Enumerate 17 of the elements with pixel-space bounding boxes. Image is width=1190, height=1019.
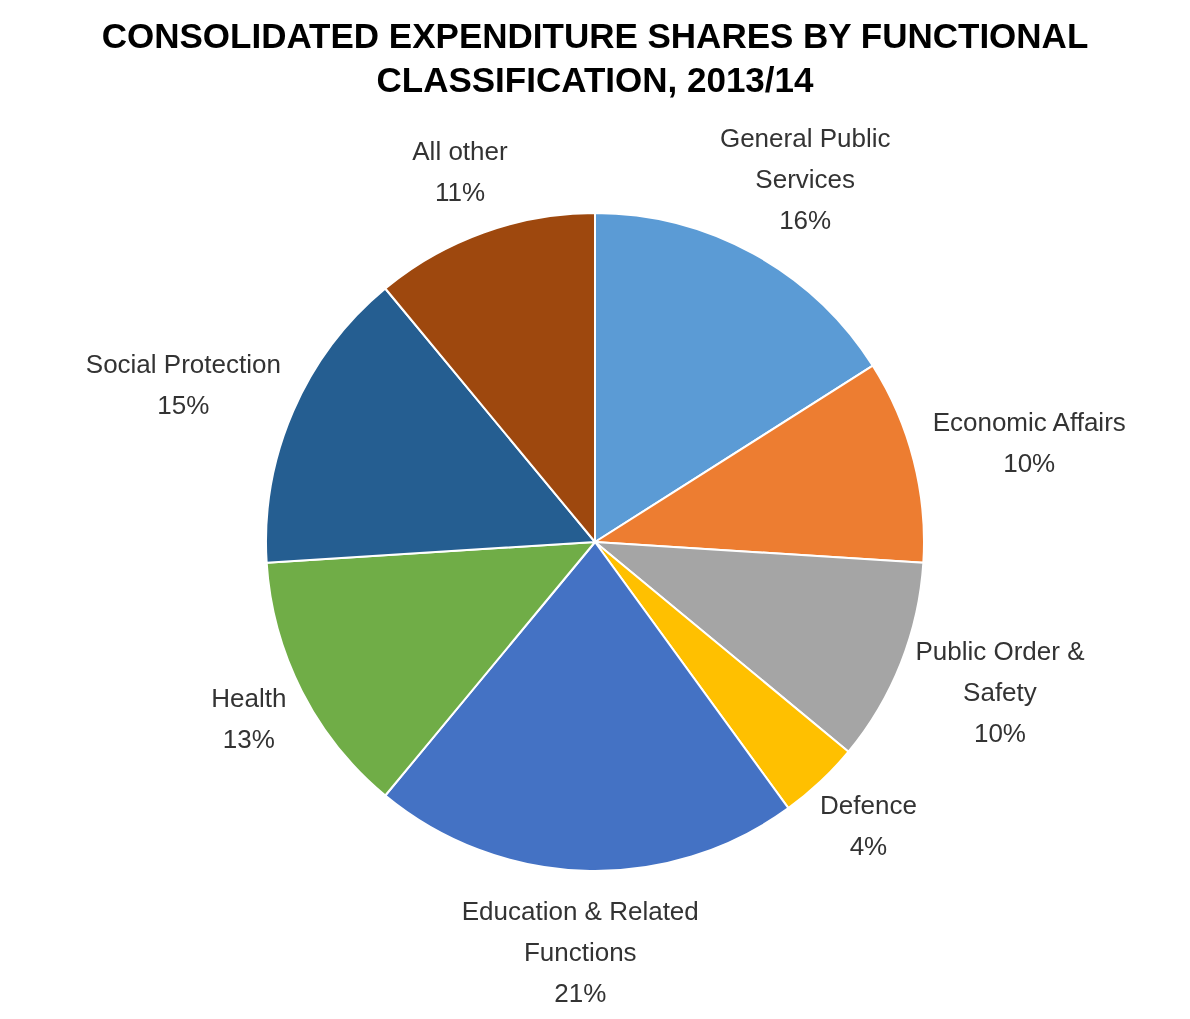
slice-label: Public Order & Safety [915, 636, 1085, 708]
data-label: 21% [554, 978, 607, 1009]
chart-title: CONSOLIDATED EXPENDITURE SHARES BY FUNCTIONAL CLASSIFICATION, 2013/14 [100, 15, 1090, 101]
slice-label: General Public Services [719, 122, 891, 194]
slice-label: Health [211, 682, 287, 713]
slice-label: Education & Related Functions [461, 896, 699, 968]
slice-label: Economic Affairs [932, 407, 1126, 438]
data-label: 15% [157, 389, 210, 420]
data-label: 10% [1003, 448, 1056, 479]
data-label: 16% [779, 204, 832, 235]
data-label: 4% [849, 831, 888, 862]
data-label: 11% [434, 176, 485, 207]
slice-label: All other [412, 135, 508, 166]
slice-label: Social Protection [85, 348, 281, 379]
data-label: 13% [222, 723, 275, 754]
data-label: 10% [973, 718, 1026, 749]
slice-label: Defence [820, 790, 917, 821]
